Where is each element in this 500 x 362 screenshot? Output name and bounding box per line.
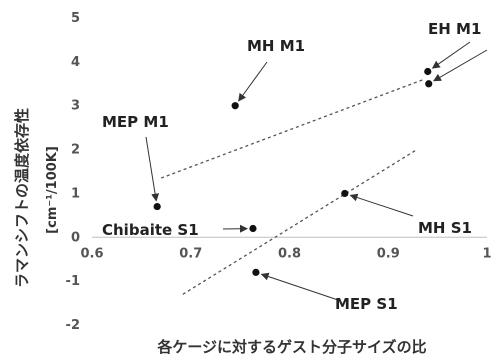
data-point xyxy=(425,80,433,88)
y-tick-label: 0 xyxy=(71,230,80,245)
annotation-label: MEP M1 xyxy=(102,113,169,131)
data-point xyxy=(341,189,349,198)
annotation-label: MH S1 xyxy=(418,219,472,237)
annotation-arrow xyxy=(145,136,160,202)
data-point xyxy=(424,67,432,76)
y-tick-label: 4 xyxy=(71,55,80,70)
annotation-arrow xyxy=(238,61,268,102)
y-tick-label: -2 xyxy=(66,318,80,333)
data-point xyxy=(153,202,161,211)
data-points xyxy=(153,67,433,276)
x-tick-labels: 0.6 0.7 0.8 0.9 1 xyxy=(80,246,491,261)
x-tick-label: 0.6 xyxy=(80,246,103,261)
y-tick-labels: -2 -1 0 1 2 3 4 5 xyxy=(66,11,80,333)
data-point xyxy=(231,102,239,110)
annotation-arrow xyxy=(431,41,471,69)
trend-lines xyxy=(160,78,425,295)
x-axis-title: 各ケージに対するゲスト分子サイズの比 xyxy=(156,338,426,356)
annotation-arrow xyxy=(349,193,414,217)
data-point xyxy=(252,268,260,276)
annotation-arrows xyxy=(145,41,488,301)
y-tick-label: 1 xyxy=(71,186,80,201)
x-tick-label: 0.7 xyxy=(179,246,202,261)
annotation-label: EH M1 xyxy=(428,20,481,38)
trend-line xyxy=(160,78,425,179)
x-tick-label: 1 xyxy=(482,246,491,261)
annotation-label: MH M1 xyxy=(247,37,305,55)
annotation-arrow xyxy=(433,49,488,82)
y-tick-label: 3 xyxy=(71,99,80,114)
annotation-label: Chibaite S1 xyxy=(102,221,199,239)
y-tick-label: 5 xyxy=(71,11,80,26)
annotation-arrow xyxy=(260,272,339,301)
data-point xyxy=(249,224,257,233)
x-tick-label: 0.9 xyxy=(377,246,400,261)
y-tick-label: -1 xyxy=(66,274,80,289)
y-tick-label: 2 xyxy=(71,143,80,158)
y-axis-title: ラマンシフトの温度依存性 xyxy=(13,108,31,288)
trend-line xyxy=(182,149,418,295)
y-axis-unit: [cm⁻¹/100K] xyxy=(45,146,60,234)
x-tick-label: 0.8 xyxy=(278,246,301,261)
annotation-label: MEP S1 xyxy=(335,295,398,313)
